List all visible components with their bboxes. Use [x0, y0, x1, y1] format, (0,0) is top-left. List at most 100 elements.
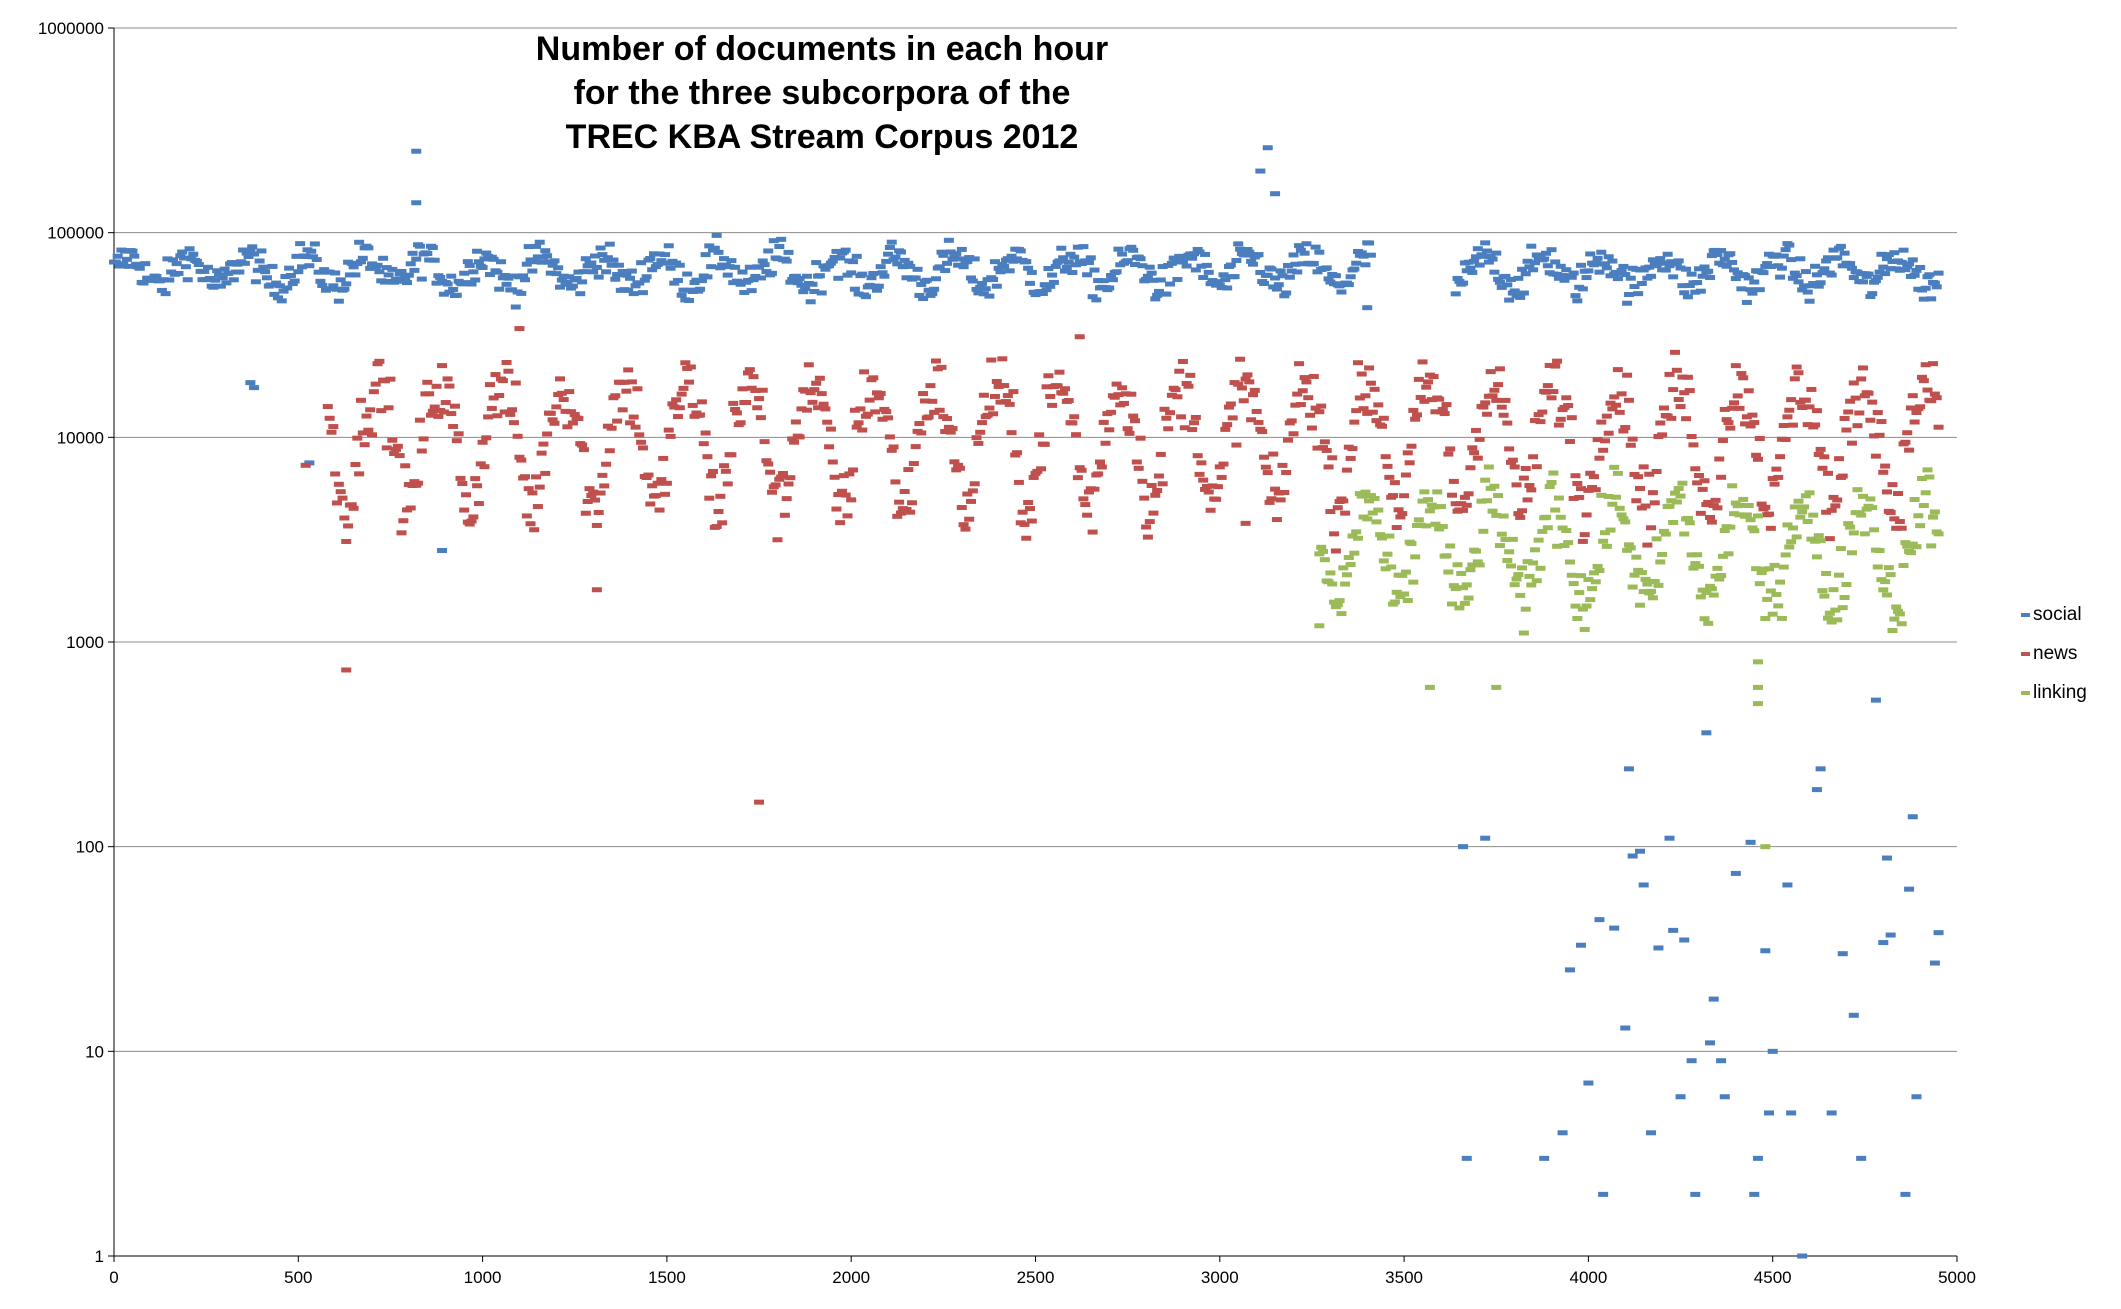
data-point	[1286, 418, 1297, 424]
data-point	[1091, 297, 1102, 303]
data-point	[1109, 394, 1120, 400]
data-point	[1393, 507, 1404, 513]
data-point	[1782, 522, 1793, 528]
data-point	[1675, 1094, 1686, 1100]
data-point	[1487, 508, 1498, 514]
data-point	[1507, 457, 1518, 463]
data-point	[813, 405, 824, 411]
data-point	[1688, 442, 1699, 448]
data-point	[899, 257, 910, 263]
data-point	[1574, 494, 1585, 500]
data-point	[761, 269, 772, 275]
data-point	[1559, 543, 1570, 549]
data-point	[1904, 886, 1915, 892]
data-point	[405, 505, 416, 511]
data-point	[1137, 263, 1148, 269]
data-point	[1858, 279, 1869, 285]
data-point	[1218, 461, 1229, 467]
data-point	[1719, 528, 1730, 534]
data-point	[1378, 558, 1389, 564]
data-point	[744, 264, 755, 270]
data-point	[575, 291, 586, 297]
data-point	[413, 480, 424, 486]
data-point	[1929, 509, 1940, 515]
data-point	[1406, 443, 1417, 449]
data-point	[1251, 408, 1262, 414]
data-point	[1325, 509, 1336, 515]
data-point	[960, 526, 971, 532]
data-point	[1638, 589, 1649, 595]
data-point	[1093, 278, 1104, 284]
data-point	[1579, 532, 1590, 538]
data-point	[1688, 565, 1699, 571]
data-point	[1056, 245, 1067, 251]
data-point	[1841, 582, 1852, 588]
data-point	[118, 261, 129, 267]
data-point	[1712, 565, 1723, 571]
data-point	[309, 241, 320, 247]
data-point	[1791, 273, 1802, 279]
data-point	[383, 272, 394, 278]
data-point	[1319, 439, 1330, 445]
data-point	[1822, 255, 1833, 261]
data-point	[999, 263, 1010, 269]
data-point	[1570, 603, 1581, 609]
data-point	[501, 359, 512, 365]
legend-swatch	[2021, 652, 2030, 656]
data-point	[1778, 253, 1789, 259]
data-point	[1837, 263, 1848, 269]
data-point	[147, 277, 158, 283]
data-point	[1826, 1110, 1837, 1116]
data-point	[344, 272, 355, 278]
data-point	[1682, 294, 1693, 300]
data-point	[999, 383, 1010, 389]
data-point	[1564, 439, 1575, 445]
data-point	[564, 389, 575, 395]
data-point	[1281, 469, 1292, 475]
data-point	[1620, 424, 1631, 430]
data-point	[538, 441, 549, 447]
data-point	[424, 257, 435, 263]
data-point	[1360, 489, 1371, 495]
data-point	[975, 284, 986, 290]
y-tick-label: 1000000	[38, 19, 104, 38]
data-point	[1601, 543, 1612, 549]
data-point	[555, 284, 566, 290]
data-point	[1148, 510, 1159, 516]
data-point	[1808, 281, 1819, 287]
data-point	[875, 390, 886, 396]
data-point	[531, 474, 542, 480]
data-point	[1585, 597, 1596, 603]
data-point	[464, 521, 475, 527]
data-point	[737, 386, 748, 392]
data-point	[512, 433, 523, 439]
data-point	[1013, 479, 1024, 485]
data-point	[1642, 542, 1653, 548]
data-point	[444, 383, 455, 389]
data-point	[1775, 274, 1786, 280]
data-point	[1620, 1025, 1631, 1031]
data-point	[1902, 430, 1913, 436]
data-point	[991, 378, 1002, 384]
data-point	[1568, 581, 1579, 587]
data-point	[1325, 570, 1336, 576]
data-point	[1623, 292, 1634, 298]
data-point	[1192, 453, 1203, 459]
data-point	[1561, 528, 1572, 534]
data-point	[776, 474, 787, 480]
data-point	[348, 264, 359, 270]
data-point	[1098, 419, 1109, 425]
data-point	[407, 250, 418, 256]
data-point	[991, 283, 1002, 289]
data-point	[1146, 270, 1157, 276]
data-point	[416, 276, 427, 282]
data-point	[1598, 1191, 1609, 1197]
data-point	[1826, 619, 1837, 625]
data-point	[208, 284, 219, 290]
data-point	[766, 489, 777, 495]
data-point	[516, 457, 527, 463]
data-point	[1482, 411, 1493, 417]
data-point	[1717, 553, 1728, 559]
data-point	[1214, 282, 1225, 288]
data-point	[840, 492, 851, 498]
